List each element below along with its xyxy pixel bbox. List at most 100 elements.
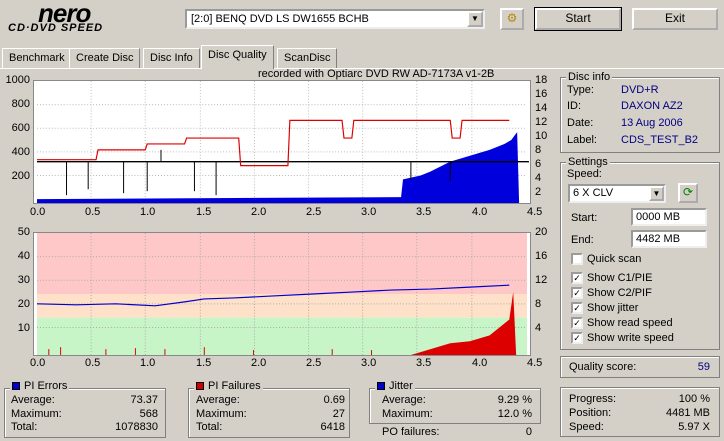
progress-label: Progress: <box>569 393 617 405</box>
checkmark-icon[interactable]: ✓ <box>571 317 583 330</box>
tick-label: 14 <box>535 102 548 114</box>
disc-info-type-value: DVD+R <box>621 84 659 96</box>
jitter-group <box>369 388 541 424</box>
tick-label: 0.0 <box>30 206 46 218</box>
pi-failures-color-swatch <box>196 382 204 391</box>
tick-label: 0.5 <box>85 357 101 369</box>
pi-errors-total-value: 1078830 <box>115 421 158 433</box>
tick-label: 600 <box>11 122 30 134</box>
pi-failures-maximum-label: Maximum: <box>196 408 247 420</box>
disc-info-group <box>560 77 720 153</box>
jitter-title-text: Jitter <box>389 380 413 392</box>
drive-select-value: [2:0] BENQ DVD LS DW1655 BCHB <box>191 13 369 25</box>
pi-failures-maximum-value: 27 <box>332 408 345 420</box>
chevron-down-icon[interactable]: ▼ <box>649 186 664 201</box>
tick-label: 3.5 <box>416 357 432 369</box>
tick-label: 4 <box>535 172 542 184</box>
tick-label: 10 <box>17 322 30 334</box>
tick-label: 18 <box>535 74 548 86</box>
jitter-average-label: Average: <box>382 394 426 406</box>
tick-label: 12 <box>535 116 548 128</box>
tick-label: 1000 <box>5 74 30 86</box>
tick-label: 10 <box>535 130 548 142</box>
grid <box>37 233 527 355</box>
show-jitter-checkbox[interactable]: ✓ Show jitter <box>571 302 638 315</box>
checkmark-icon[interactable]: ✓ <box>571 272 583 285</box>
tick-label: 1.0 <box>140 357 156 369</box>
show-read-speed-checkbox[interactable]: ✓ Show read speed <box>571 317 673 330</box>
tab-baseline <box>0 68 724 69</box>
pi-failures-spikes <box>48 347 373 355</box>
eject-button[interactable]: ⚙ <box>500 8 524 30</box>
write-speed-line <box>37 119 510 167</box>
tick-label: 6 <box>535 158 542 170</box>
drive-select[interactable]: [2:0] BENQ DVD LS DW1655 BCHB ▼ <box>185 9 485 29</box>
disc-info-id-value: DAXON AZ2 <box>621 100 683 112</box>
chart-top-plot <box>33 80 531 204</box>
end-field[interactable]: 4482 MB <box>631 230 707 248</box>
jitter-average-value: 9.29 % <box>497 394 532 406</box>
pi-errors-fill <box>37 132 520 203</box>
tick-label: 50 <box>17 226 30 238</box>
disc-info-id-label: ID: <box>567 100 582 112</box>
tick-label: 4.5 <box>527 206 543 218</box>
position-value: 4481 MB <box>665 407 710 419</box>
pi-failures-average-value: 0.69 <box>323 394 345 406</box>
tick-label: 4.0 <box>472 357 488 369</box>
tick-label: 0.5 <box>85 206 101 218</box>
checkmark-icon[interactable]: ✓ <box>571 287 583 300</box>
refresh-icon: ⟳ <box>682 185 694 199</box>
checkmark-icon[interactable]: ✓ <box>571 332 583 345</box>
progress-group <box>560 387 720 437</box>
show-read-speed-label: Show read speed <box>587 317 673 329</box>
settings-group <box>560 162 720 350</box>
disc-info-type-label: Type: <box>567 84 594 96</box>
show-write-speed-checkbox[interactable]: ✓ Show write speed <box>571 332 674 345</box>
tick-label: 2.5 <box>306 206 322 218</box>
tick-label: 1.5 <box>196 357 212 369</box>
chevron-down-icon[interactable]: ▼ <box>467 11 483 27</box>
tick-label: 2.0 <box>251 357 267 369</box>
start-field[interactable]: 0000 MB <box>631 208 707 226</box>
tick-label: 1.0 <box>140 206 156 218</box>
show-c2-pif-checkbox[interactable]: ✓ Show C2/PIF <box>571 287 652 300</box>
disc-info-label-value: CDS_TEST_B2 <box>621 134 699 146</box>
tick-label: 1.5 <box>196 206 212 218</box>
speed-select[interactable]: 6 X CLV ▼ <box>568 184 666 203</box>
show-c1-pie-label: Show C1/PIE <box>587 272 653 284</box>
quality-score-box <box>560 356 720 378</box>
po-failures-value: 0 <box>525 426 532 438</box>
checkbox-box[interactable] <box>571 253 583 266</box>
tick-label: 2.5 <box>306 357 322 369</box>
tab-create-disc[interactable]: Create Disc <box>69 48 141 68</box>
disc-info-title: Disc info <box>566 71 613 83</box>
quick-scan-checkbox[interactable]: Quick scan <box>571 253 641 266</box>
tick-label: 800 <box>11 98 30 110</box>
exit-button[interactable]: Exit <box>632 8 718 30</box>
pi-errors-title-text: PI Errors <box>24 380 68 392</box>
tab-scandisc[interactable]: ScanDisc <box>277 48 338 68</box>
read-speed-spikes <box>66 149 451 196</box>
tick-label: 2.0 <box>251 206 267 218</box>
tab-disc-info[interactable]: Disc Info <box>143 48 200 68</box>
speed-label: Speed: <box>567 168 602 180</box>
tab-disc-quality[interactable]: Disc Quality <box>201 45 274 69</box>
show-c1-pie-checkbox[interactable]: ✓ Show C1/PIE <box>571 272 653 285</box>
tick-label: 20 <box>17 298 30 310</box>
grid <box>37 81 527 203</box>
quality-score-label: Quality score: <box>569 361 637 373</box>
disc-info-date-value: 13 Aug 2006 <box>621 117 683 129</box>
jitter-maximum-value: 12.0 % <box>497 408 532 420</box>
tick-label: 4.0 <box>472 206 488 218</box>
pi-errors-average-label: Average: <box>11 394 55 406</box>
checkmark-icon[interactable]: ✓ <box>571 302 583 315</box>
refresh-speed-button[interactable]: ⟳ <box>678 183 698 203</box>
start-button[interactable]: Start <box>534 7 622 31</box>
pi-failures-group <box>188 388 350 438</box>
tick-label: 3.0 <box>361 206 377 218</box>
tab-benchmark[interactable]: Benchmark <box>2 48 72 68</box>
progress-value: 100 % <box>678 393 710 405</box>
nero-logo: nero <box>38 0 91 28</box>
show-c2-pif-label: Show C2/PIF <box>587 287 652 299</box>
chart-bottom-plot <box>33 232 531 356</box>
